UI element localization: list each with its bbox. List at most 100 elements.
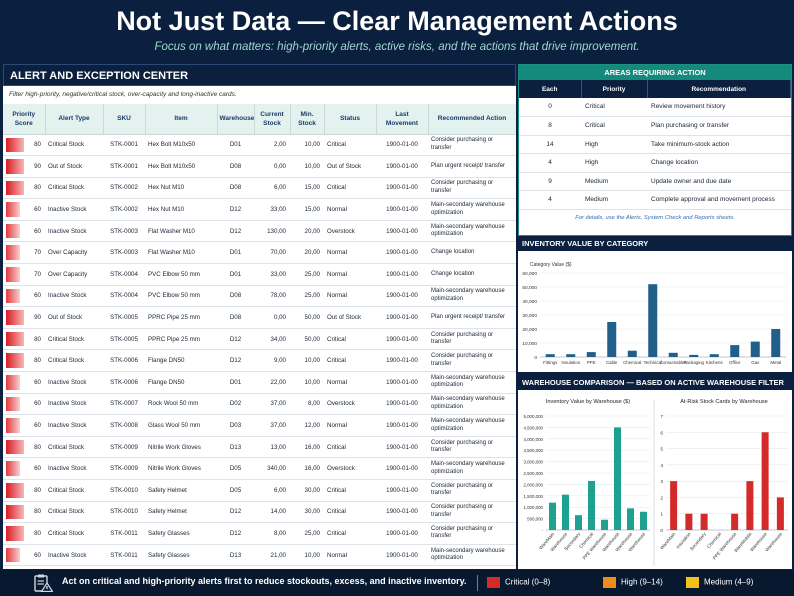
bar <box>776 497 784 530</box>
alert-cell-cur: 340,00 <box>254 457 290 480</box>
priority-score-bar <box>6 180 24 196</box>
alert-center-title: ALERT AND EXCEPTION CENTER <box>3 64 516 86</box>
priority-score-cell: 70 <box>3 263 45 286</box>
alert-row[interactable]: 80 Critical Stock STK-0006 Flange DN50 D12 9,… <box>3 349 516 373</box>
alert-cell-last: 1900-01-00 <box>376 241 428 265</box>
areas-row[interactable]: 9 Medium Update owner and due date <box>519 172 791 191</box>
alert-row[interactable]: 60 Inactive Stock STK-0011 Safety Glasses D1… <box>3 544 516 567</box>
alert-col-header[interactable]: Current Stock <box>254 104 291 135</box>
alert-row[interactable]: 80 Critical Stock STK-0011 Safety Glasses D1… <box>3 522 516 545</box>
alert-cell-cur: 33,00 <box>254 198 290 221</box>
alert-cell-wh: D08 <box>217 285 254 308</box>
alert-cell-cur: 2,00 <box>254 134 290 157</box>
alert-row[interactable]: 60 Inactive Stock STK-0006 Flange DN50 D01 22… <box>3 371 516 394</box>
bar <box>607 322 617 357</box>
alert-row[interactable]: 60 Inactive Stock STK-0004 PVC Elbow 50 mm D… <box>3 285 516 308</box>
alert-row[interactable]: 60 Inactive Stock STK-0007 Rock Wool 50 mm D… <box>3 393 516 416</box>
alert-cell-type: Inactive Stock <box>45 371 103 394</box>
alert-row[interactable]: 70 Over Capacity STK-0003 Flat Washer M10 D0… <box>3 241 516 265</box>
alert-cell-cur: 34,00 <box>254 328 290 351</box>
alert-row[interactable]: 60 Inactive Stock STK-0003 Flat Washer M10 D… <box>3 220 516 243</box>
alert-col-header[interactable]: SKU <box>103 104 146 135</box>
priority-score-value: 80 <box>34 357 41 365</box>
page-title: Not Just Data — Clear Management Actions <box>116 6 678 36</box>
alert-cell-item: Nitrile Work Gloves <box>145 457 217 480</box>
alert-cell-status: Overstock <box>324 220 376 243</box>
alert-cell-action: Consider purchasing or transfer <box>428 349 516 373</box>
alert-row[interactable]: 80 Critical Stock STK-0010 Safety Helmet D12… <box>3 501 516 524</box>
alert-cell-wh: D12 <box>217 328 254 351</box>
y-tick-label: 3,000,000 <box>523 460 543 465</box>
alert-cell-min: 25,00 <box>290 285 324 308</box>
alert-cell-last: 1900-01-00 <box>376 306 428 329</box>
alert-row[interactable]: 80 Critical Stock STK-0001 Hex Bolt M10x50 D… <box>3 134 516 157</box>
alert-row[interactable]: 60 Inactive Stock STK-0009 Nitrile Work Glo… <box>3 457 516 480</box>
areas-row[interactable]: 4 Medium Complete approval and movement pr… <box>519 190 791 210</box>
alert-cell-sku: STK-0007 <box>103 393 145 416</box>
alert-cell-min: 10,00 <box>290 544 324 567</box>
alert-row[interactable]: 80 Critical Stock STK-0002 Hex Nut M10 D08 6,… <box>3 177 516 200</box>
areas-col-header[interactable]: Each <box>519 80 582 98</box>
priority-score-bar <box>6 439 24 455</box>
priority-score-cell: 60 <box>3 393 45 416</box>
alert-cell-min: 8,00 <box>290 393 324 416</box>
alert-row[interactable]: 80 Critical Stock STK-0005 PPRC Pipe 25 mm D… <box>3 328 516 351</box>
alert-cell-action: Main-secondary warehouse optimization <box>428 285 516 308</box>
alert-cell-type: Critical Stock <box>45 134 103 157</box>
alert-col-header[interactable]: Min. Stock <box>290 104 325 135</box>
alert-row[interactable]: 60 Inactive Stock STK-0008 Glass Wool 50 mm… <box>3 414 516 437</box>
alert-cell-action: Change location <box>428 263 516 286</box>
alert-cell-item: Flange DN50 <box>145 371 217 394</box>
alert-row[interactable]: 60 Inactive Stock STK-0002 Hex Nut M10 D12 33… <box>3 198 516 221</box>
areas-cell-priority: Medium <box>581 172 647 191</box>
alert-col-header[interactable]: Alert Type <box>45 104 104 135</box>
alert-col-header[interactable]: Priority Score <box>3 104 46 135</box>
alert-cell-last: 1900-01-00 <box>376 198 428 221</box>
priority-score-value: 60 <box>34 206 41 214</box>
inventory-value-chart: Category Value ($) 0 10,000 20,000 30,000 40,… <box>522 262 786 365</box>
alert-cell-action: Plan urgent receipt/ transfer <box>428 306 516 329</box>
alert-cell-cur: 130,00 <box>254 220 290 243</box>
areas-row[interactable]: 0 Critical Review movement history <box>519 98 791 117</box>
areas-row[interactable]: 8 Critical Plan purchasing or transfer <box>519 116 791 136</box>
alert-row[interactable]: 90 Out of Stock STK-0001 Hex Bolt M10x50 D08… <box>3 155 516 178</box>
alert-row[interactable]: 70 Over Capacity STK-0004 PVC Elbow 50 mm D0… <box>3 263 516 286</box>
alert-row[interactable]: 80 Critical Stock STK-0010 Safety Helmet D05… <box>3 479 516 502</box>
bar <box>670 481 678 530</box>
alert-cell-item: Flat Washer M10 <box>145 220 217 243</box>
alert-col-header[interactable]: Item <box>145 104 218 135</box>
x-tick-label: Cable <box>606 360 618 365</box>
x-tick-label: Office <box>729 360 741 365</box>
priority-score-cell: 80 <box>3 479 45 502</box>
alert-col-header[interactable]: Recommended Action <box>428 104 516 135</box>
alert-cell-item: Hex Nut M10 <box>145 177 217 200</box>
alert-cell-item: Rock Wool 50 mm <box>145 393 217 416</box>
alert-cell-status: Normal <box>324 198 376 221</box>
areas-table: Each Priority Recommendation 0 Critical Revi… <box>519 80 791 210</box>
alert-col-header[interactable]: Warehouse <box>217 104 255 135</box>
inventory-chart-title: INVENTORY VALUE BY CATEGORY <box>518 237 792 251</box>
alert-col-header[interactable]: Status <box>324 104 377 135</box>
priority-score-cell: 80 <box>3 328 45 351</box>
bar <box>640 511 647 530</box>
areas-col-header[interactable]: Recommendation <box>647 80 791 98</box>
alert-row[interactable]: 90 Out of Stock STK-0005 PPRC Pipe 25 mm D08… <box>3 306 516 329</box>
alert-row[interactable]: 80 Critical Stock STK-0009 Nitrile Work Glo… <box>3 436 516 459</box>
areas-row[interactable]: 4 High Change location <box>519 153 791 173</box>
areas-col-header[interactable]: Priority <box>581 80 648 98</box>
bar <box>588 480 595 530</box>
priority-score-bar <box>6 159 24 174</box>
alert-cell-action: Consider purchasing or transfer <box>428 328 516 351</box>
alert-cell-sku: STK-0003 <box>103 241 145 265</box>
priority-score-cell: 80 <box>3 501 45 524</box>
bar <box>668 352 678 357</box>
areas-row[interactable]: 14 High Take minimum-stock action <box>519 135 791 154</box>
bar <box>601 519 608 530</box>
bar <box>586 352 596 357</box>
alert-col-header[interactable]: Last Movement <box>376 104 429 135</box>
alert-cell-action: Consider purchasing or transfer <box>428 522 516 545</box>
alert-center-subtitle: Filter high-priority, negative/critical … <box>9 91 237 98</box>
alert-cell-status: Normal <box>324 285 376 308</box>
alert-cell-sku: STK-0005 <box>103 328 145 351</box>
priority-score-cell: 80 <box>3 522 45 545</box>
